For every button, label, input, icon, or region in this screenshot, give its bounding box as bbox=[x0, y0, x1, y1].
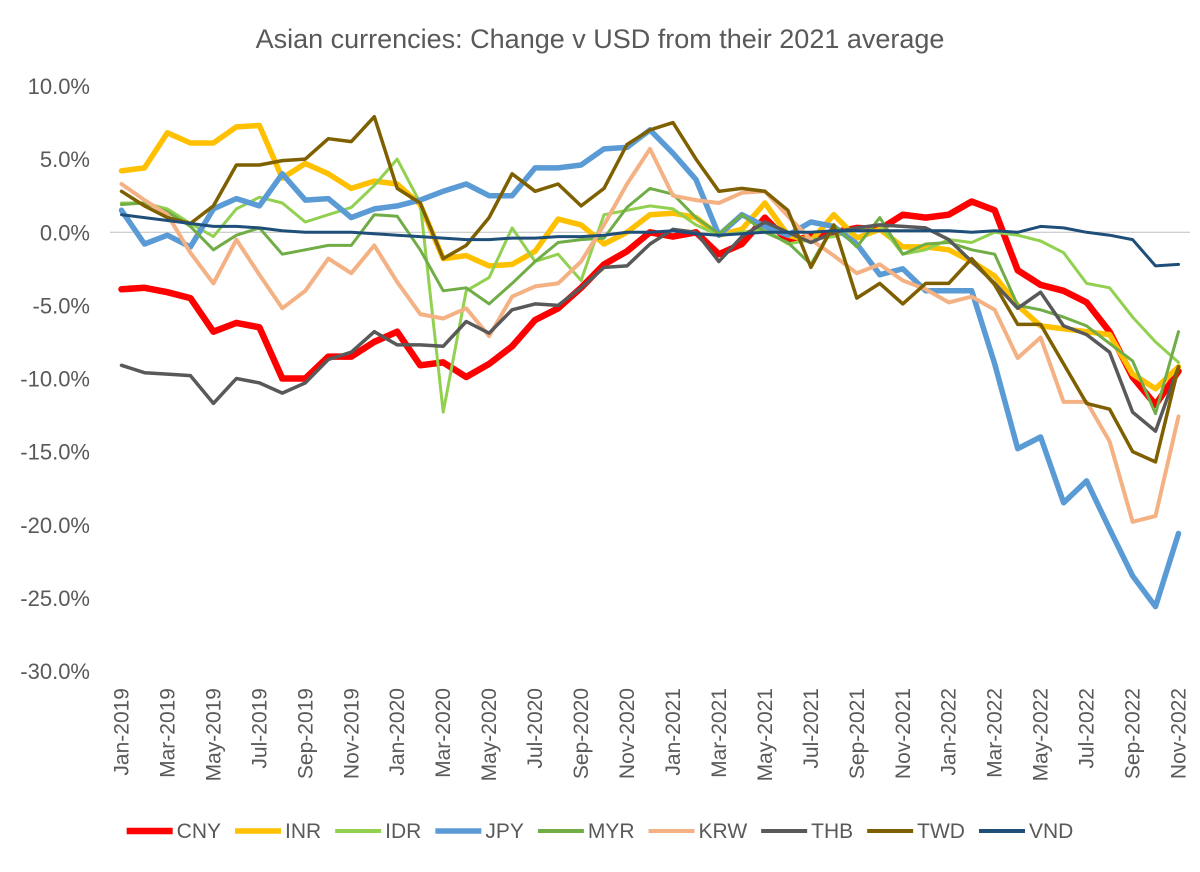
x-tick-label: Mar-2020 bbox=[432, 688, 455, 778]
legend-label: VND bbox=[1029, 820, 1073, 843]
legend-item-vnd: VND bbox=[978, 820, 1073, 843]
x-tick-label: Mar-2019 bbox=[156, 688, 179, 778]
legend-item-cny: CNY bbox=[126, 820, 221, 843]
x-tick-label: Jul-2021 bbox=[800, 688, 823, 769]
x-tick-label: May-2019 bbox=[202, 688, 225, 781]
x-tick-label: Nov-2021 bbox=[892, 688, 915, 779]
legend-label: INR bbox=[285, 820, 321, 843]
legend-item-thb: THB bbox=[761, 820, 853, 843]
x-tick-label: Jan-2020 bbox=[386, 688, 409, 776]
legend-item-myr: MYR bbox=[537, 820, 635, 843]
legend-label: THB bbox=[811, 820, 853, 843]
x-tick-label: Jul-2022 bbox=[1076, 688, 1099, 769]
series-line-krw bbox=[119, 146, 1181, 524]
legend-item-krw: KRW bbox=[648, 820, 748, 843]
chart-title: Asian currencies: Change v USD from thei… bbox=[256, 24, 945, 54]
series-line-idr bbox=[120, 157, 1180, 414]
legend-label: MYR bbox=[588, 820, 635, 843]
y-tick-label: -10.0% bbox=[20, 367, 90, 392]
legend-label: CNY bbox=[177, 820, 221, 843]
x-tick-label: Jan-2021 bbox=[662, 688, 685, 776]
y-tick-label: 10.0% bbox=[28, 74, 90, 99]
legend-item-jpy: JPY bbox=[435, 820, 524, 843]
legend-label: JPY bbox=[485, 820, 524, 843]
legend: CNY INR IDR JPY MYR KRW THB TWD VND bbox=[126, 820, 1073, 843]
series-lines bbox=[118, 114, 1182, 610]
y-tick-label: 0.0% bbox=[40, 220, 90, 245]
legend-label: IDR bbox=[385, 820, 421, 843]
legend-label: KRW bbox=[699, 820, 748, 843]
x-tick-label: May-2022 bbox=[1030, 688, 1053, 781]
x-tick-label: Jan-2019 bbox=[110, 688, 133, 776]
y-tick-label: -30.0% bbox=[20, 659, 90, 684]
x-tick-label: Sep-2021 bbox=[846, 688, 869, 779]
legend-item-inr: INR bbox=[235, 820, 321, 843]
series-line-myr bbox=[120, 186, 1180, 416]
y-tick-label: -5.0% bbox=[33, 293, 90, 318]
y-tick-label: -15.0% bbox=[20, 440, 90, 465]
x-axis: Jan-2019 Mar-2019 May-2019 Jul-2019 Sep-2019… bbox=[110, 688, 1190, 781]
x-tick-label: Nov-2022 bbox=[1168, 688, 1191, 779]
x-tick-label: Sep-2019 bbox=[294, 688, 317, 779]
x-tick-label: Sep-2020 bbox=[570, 688, 593, 779]
x-tick-label: May-2021 bbox=[754, 688, 777, 781]
y-tick-label: -20.0% bbox=[20, 513, 90, 538]
legend-label: TWD bbox=[917, 820, 965, 843]
x-tick-label: Mar-2022 bbox=[984, 688, 1007, 778]
x-tick-label: Nov-2020 bbox=[616, 688, 639, 779]
x-tick-label: Jan-2022 bbox=[938, 688, 961, 776]
legend-item-twd: TWD bbox=[867, 820, 965, 843]
y-tick-label: 5.0% bbox=[40, 147, 90, 172]
x-tick-label: Jul-2019 bbox=[248, 688, 271, 769]
y-axis: 10.0% 5.0% 0.0% -5.0% -10.0% -15.0% -20.0% -25.… bbox=[20, 74, 90, 684]
series-line-thb bbox=[119, 220, 1181, 433]
series-line-vnd bbox=[120, 213, 1180, 268]
x-tick-label: Jul-2020 bbox=[524, 688, 547, 769]
series-line-inr bbox=[118, 122, 1182, 392]
x-tick-label: May-2020 bbox=[478, 688, 501, 781]
x-tick-label: Nov-2019 bbox=[340, 688, 363, 779]
legend-item-idr: IDR bbox=[335, 820, 421, 843]
series-line-twd bbox=[119, 114, 1181, 464]
y-tick-label: -25.0% bbox=[20, 586, 90, 611]
x-tick-label: Mar-2021 bbox=[708, 688, 731, 778]
x-tick-label: Sep-2022 bbox=[1122, 688, 1145, 779]
